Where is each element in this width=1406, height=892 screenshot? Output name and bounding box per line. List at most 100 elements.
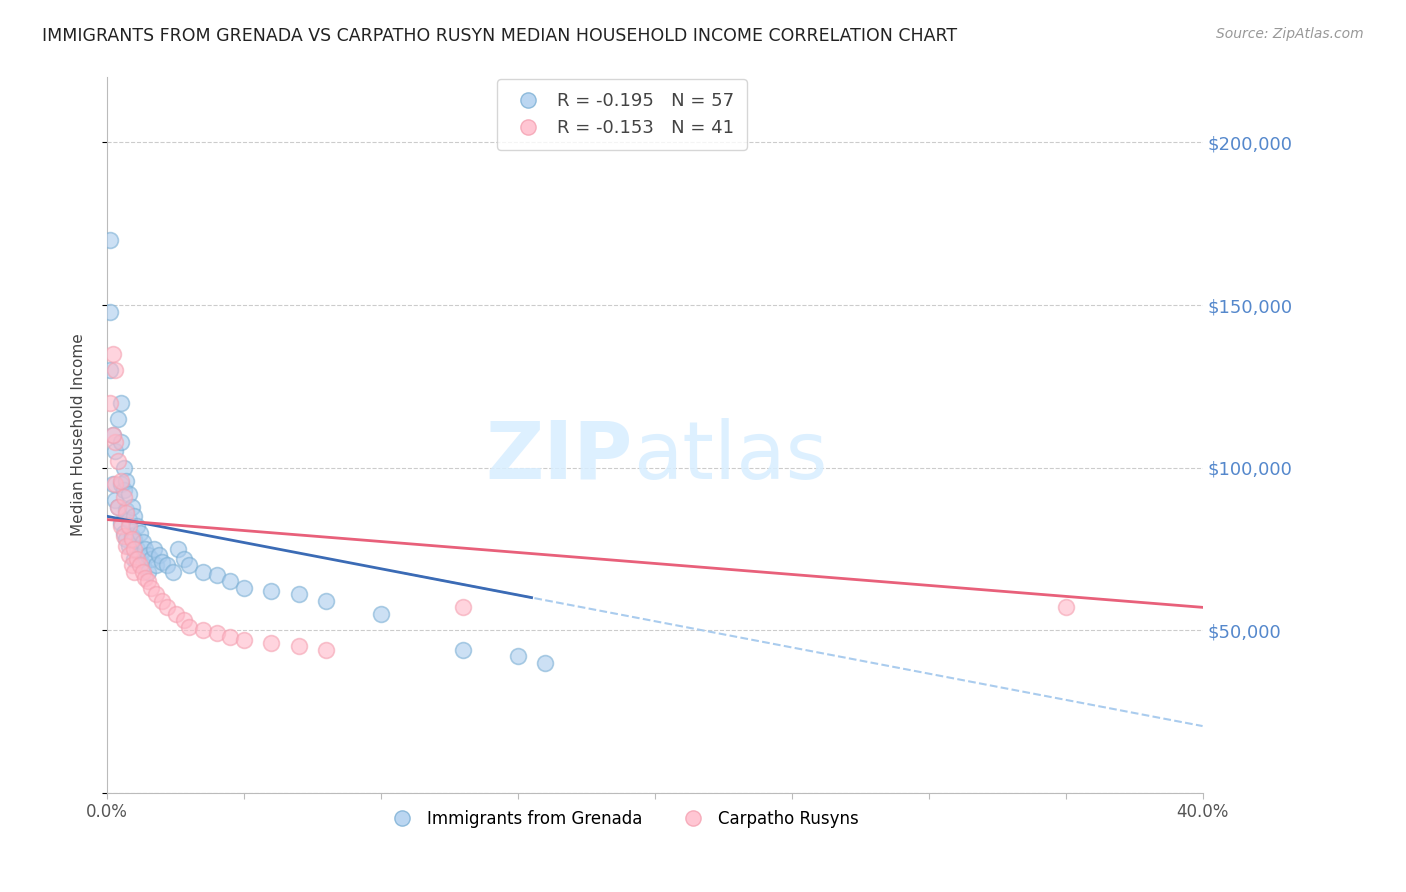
- Point: [112, 483, 135, 498]
- Point: [233, 632, 256, 647]
- Point: [110, 519, 132, 533]
- Point: [127, 519, 149, 533]
- Point: [167, 541, 190, 556]
- Point: [118, 549, 141, 563]
- Point: [205, 567, 228, 582]
- Point: [101, 476, 124, 491]
- Point: [179, 558, 201, 573]
- Point: [115, 474, 138, 488]
- Point: [101, 347, 124, 361]
- Point: [104, 434, 127, 449]
- Point: [129, 549, 152, 563]
- Point: [107, 500, 129, 514]
- Point: [98, 363, 121, 377]
- Point: [110, 476, 132, 491]
- Point: [191, 565, 214, 579]
- Y-axis label: Median Household Income: Median Household Income: [72, 334, 86, 536]
- Point: [118, 519, 141, 533]
- Point: [156, 558, 179, 573]
- Point: [131, 565, 153, 579]
- Point: [150, 555, 173, 569]
- Point: [115, 539, 138, 553]
- Point: [121, 558, 143, 573]
- Point: [129, 525, 152, 540]
- Point: [129, 558, 152, 573]
- Point: [112, 460, 135, 475]
- Point: [124, 541, 146, 556]
- Point: [134, 571, 156, 585]
- Point: [118, 539, 141, 553]
- Point: [104, 444, 127, 458]
- Point: [451, 600, 474, 615]
- Point: [142, 541, 165, 556]
- Point: [136, 574, 159, 589]
- Point: [124, 509, 146, 524]
- Point: [315, 642, 337, 657]
- Point: [173, 613, 195, 627]
- Point: [260, 584, 283, 599]
- Point: [112, 529, 135, 543]
- Point: [131, 535, 153, 549]
- Point: [98, 304, 121, 318]
- Point: [124, 551, 146, 566]
- Point: [118, 486, 141, 500]
- Point: [451, 642, 474, 657]
- Point: [110, 434, 132, 449]
- Point: [134, 541, 156, 556]
- Point: [205, 626, 228, 640]
- Point: [145, 587, 167, 601]
- Point: [179, 620, 201, 634]
- Point: [139, 551, 162, 566]
- Legend: Immigrants from Grenada, Carpatho Rusyns: Immigrants from Grenada, Carpatho Rusyns: [378, 803, 865, 834]
- Point: [104, 476, 127, 491]
- Point: [1054, 600, 1077, 615]
- Point: [101, 428, 124, 442]
- Point: [288, 640, 311, 654]
- Point: [136, 549, 159, 563]
- Point: [112, 490, 135, 504]
- Point: [506, 649, 529, 664]
- Point: [112, 525, 135, 540]
- Point: [165, 607, 187, 621]
- Point: [107, 500, 129, 514]
- Point: [173, 551, 195, 566]
- Point: [162, 565, 184, 579]
- Point: [110, 395, 132, 409]
- Point: [136, 565, 159, 579]
- Point: [139, 581, 162, 595]
- Point: [110, 474, 132, 488]
- Point: [115, 532, 138, 546]
- Point: [131, 558, 153, 573]
- Point: [534, 656, 557, 670]
- Text: ZIP: ZIP: [485, 417, 633, 495]
- Point: [124, 532, 146, 546]
- Point: [150, 594, 173, 608]
- Point: [115, 503, 138, 517]
- Point: [104, 363, 127, 377]
- Point: [115, 506, 138, 520]
- Point: [219, 574, 242, 589]
- Point: [315, 594, 337, 608]
- Point: [127, 551, 149, 566]
- Point: [121, 532, 143, 546]
- Text: Source: ZipAtlas.com: Source: ZipAtlas.com: [1216, 27, 1364, 41]
- Point: [148, 549, 170, 563]
- Text: atlas: atlas: [633, 417, 827, 495]
- Point: [145, 558, 167, 573]
- Point: [191, 623, 214, 637]
- Point: [124, 565, 146, 579]
- Point: [98, 395, 121, 409]
- Point: [370, 607, 392, 621]
- Point: [118, 512, 141, 526]
- Point: [156, 600, 179, 615]
- Point: [260, 636, 283, 650]
- Point: [107, 411, 129, 425]
- Point: [107, 454, 129, 468]
- Point: [288, 587, 311, 601]
- Point: [127, 541, 149, 556]
- Point: [98, 233, 121, 247]
- Point: [233, 581, 256, 595]
- Point: [121, 529, 143, 543]
- Point: [121, 500, 143, 514]
- Point: [110, 516, 132, 530]
